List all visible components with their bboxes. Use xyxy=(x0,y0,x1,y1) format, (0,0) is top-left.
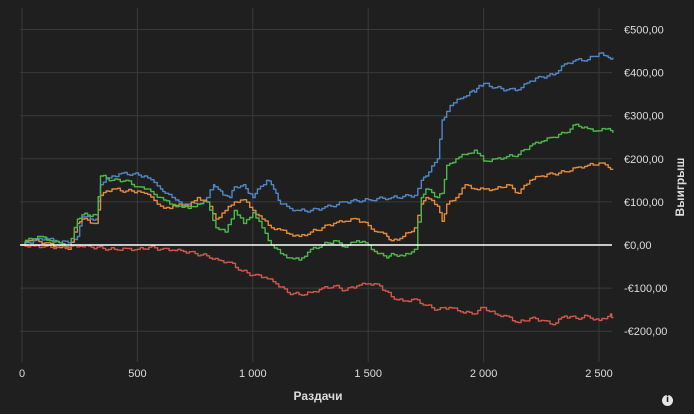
y-tick-label: €500,00 xyxy=(624,25,664,37)
y-tick-label: €0,00 xyxy=(624,240,652,252)
y-tick-label: €100,00 xyxy=(624,197,664,209)
x-axis-label: Раздачи xyxy=(294,389,343,403)
x-axis-tick-labels: 0 500 1 000 1 500 2 000 2 500 xyxy=(19,368,613,380)
y-tick-label: -€200,00 xyxy=(624,326,667,338)
grid-lines xyxy=(20,8,612,362)
y-tick-label: €200,00 xyxy=(624,154,664,166)
y-tick-label: -€100,00 xyxy=(624,283,667,295)
series-line-4 xyxy=(22,244,614,326)
y-tick-label: €300,00 xyxy=(624,111,664,123)
x-tick-label: 2 500 xyxy=(585,368,613,380)
x-tick-label: 2 000 xyxy=(470,368,498,380)
series-lines xyxy=(22,52,614,326)
x-tick-label: 1 500 xyxy=(354,368,382,380)
x-tick-label: 500 xyxy=(128,368,146,380)
y-tick-label: €400,00 xyxy=(624,68,664,80)
x-tick-label: 1 000 xyxy=(239,368,267,380)
series-line-1 xyxy=(22,52,614,246)
y-axis-tick-labels: €500,00 €400,00 €300,00 €200,00 €100,00 €0,00… xyxy=(624,25,667,339)
info-icon[interactable]: i xyxy=(662,395,673,406)
series-line-2 xyxy=(22,162,614,250)
series-line-3 xyxy=(22,123,614,261)
x-tick-label: 0 xyxy=(19,368,25,380)
y-axis-label: Выигрыш xyxy=(673,158,687,217)
